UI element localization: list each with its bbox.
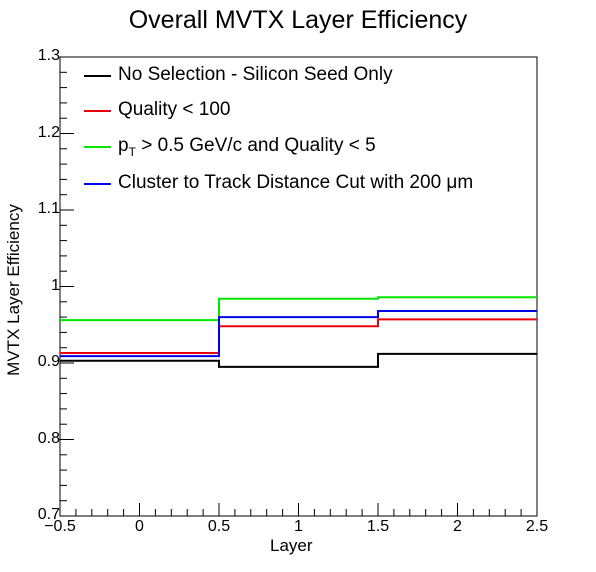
y-axis-label: MVTX Layer Efficiency	[4, 204, 23, 376]
x-tick-label: 0.5	[207, 518, 231, 535]
y-tick-label: 1.1	[37, 200, 60, 217]
axis-ticks	[59, 56, 538, 517]
x-tick-label: 1.5	[366, 518, 390, 535]
y-tick-label: 0.9	[37, 353, 60, 370]
legend-label-2: Quality < 100	[118, 99, 231, 120]
x-tick-label: 1	[294, 518, 303, 535]
legend-label-1: No Selection - Silicon Seed Only	[118, 64, 393, 85]
chart-title: Overall MVTX Layer Efficiency	[128, 6, 468, 34]
series-line-4	[60, 309, 537, 358]
y-tick-label: 0.7	[37, 506, 60, 523]
plot-frame	[59, 56, 538, 517]
x-tick-label: 0	[135, 518, 144, 535]
series-group	[60, 296, 537, 368]
x-tick-label: 2.5	[525, 518, 549, 535]
series-line-3	[60, 296, 537, 322]
y-tick-label: 1.2	[37, 123, 60, 141]
y-tick-label: 1.3	[37, 47, 60, 64]
series-line-2	[60, 318, 537, 355]
legend-lines	[84, 75, 111, 185]
x-tick-label: −0.5	[44, 518, 76, 535]
y-tick-label: 1	[51, 276, 60, 294]
series-line-1	[60, 352, 537, 368]
y-tick-label: 0.8	[37, 429, 60, 447]
x-axis-label: Layer	[270, 536, 313, 555]
x-tick-label: 2	[453, 518, 462, 535]
legend-label-4: Cluster to Track Distance Cut with 200 μ…	[118, 172, 474, 193]
legend-label-3: pT > 0.5 GeV/c and Quality < 5	[118, 135, 376, 159]
